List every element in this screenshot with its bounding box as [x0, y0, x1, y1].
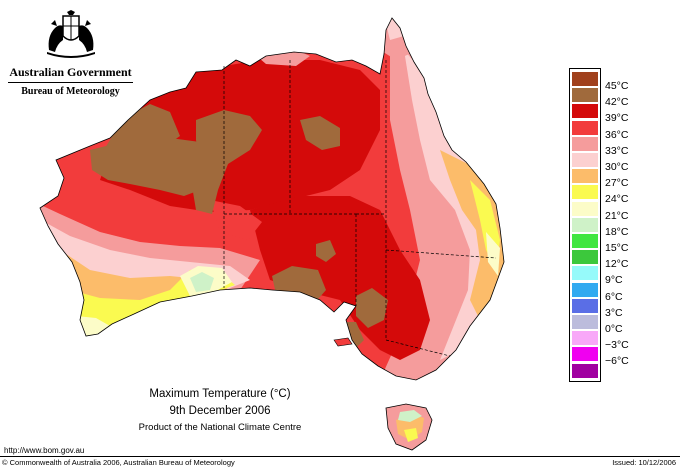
zone-42-sa-east [356, 288, 388, 328]
logo-divider [8, 82, 133, 83]
legend-label: 33°C [605, 144, 629, 157]
zone-42-pilbara [90, 138, 210, 196]
state-borders [223, 60, 497, 357]
legend-label: −3°C [605, 339, 629, 352]
legend-swatch [572, 153, 598, 167]
bom-url-link[interactable]: http://www.bom.gov.au [4, 446, 85, 455]
legend-label: 24°C [605, 193, 629, 206]
zone-42-gulf [300, 116, 340, 150]
zone-27-east [440, 150, 504, 320]
map-date: 9th December 2006 [169, 405, 271, 417]
legend-label: 9°C [605, 274, 623, 287]
zone-42-sa-west [272, 266, 326, 306]
legend-swatch [572, 347, 598, 362]
legend-swatch [572, 234, 598, 248]
footer-divider [0, 456, 680, 457]
temperature-legend [569, 68, 601, 382]
legend-label: 18°C [605, 225, 629, 238]
legend-label: 6°C [605, 290, 623, 303]
legend-swatch [572, 282, 598, 297]
legend-swatch [572, 331, 598, 346]
bom-logo: Australian Government Bureau of Meteorol… [8, 10, 133, 97]
legend-swatch [572, 120, 598, 135]
legend-swatch [572, 185, 598, 200]
tasmania [385, 403, 433, 451]
legend-swatch [572, 217, 598, 232]
legend-label: 39°C [605, 112, 629, 125]
map-title: Maximum Temperature (°C) [149, 388, 291, 400]
legend-label: 42°C [605, 96, 629, 109]
legend-label: 21°C [605, 209, 629, 222]
legend-label: 36°C [605, 128, 629, 141]
legend-label: 12°C [605, 258, 629, 271]
legend-label: −6°C [605, 355, 629, 368]
zone-39-central [250, 196, 430, 360]
legend-label: 30°C [605, 161, 629, 173]
kangaroo-island [333, 337, 353, 347]
legend-label: 15°C [605, 242, 629, 254]
legend-swatch [572, 363, 598, 378]
government-title: Australian Government [9, 65, 132, 79]
legend-swatch [572, 169, 598, 184]
legend-swatch [572, 250, 598, 265]
bureau-title: Bureau of Meteorology [21, 86, 120, 97]
mainland-outline [39, 17, 505, 381]
legend-label: 45°C [605, 80, 629, 92]
commonwealth-coat-of-arms-icon [46, 10, 95, 58]
zone-42-tanami [192, 110, 262, 214]
legend-label: 0°C [605, 323, 623, 335]
legend-swatch [572, 298, 598, 313]
legend-swatch [572, 88, 598, 103]
legend-swatch [572, 315, 598, 329]
legend-swatch [572, 72, 598, 86]
zone-21-east [486, 232, 500, 276]
product-credit: Product of the National Climate Centre [138, 422, 302, 433]
legend-swatch [572, 136, 598, 151]
copyright-text: © Commonwealth of Australia 2006, Austra… [2, 458, 235, 467]
zone-18-nullarbor [190, 272, 214, 292]
legend-swatch [572, 266, 598, 281]
legend-label: 27°C [605, 177, 629, 190]
legend-swatch [572, 104, 598, 119]
issued-date: Issued: 10/12/2006 [612, 458, 676, 467]
legend-swatch [572, 201, 598, 216]
zone-36-gap [210, 200, 262, 240]
zone-42-centre [316, 240, 336, 262]
legend-label: 3°C [605, 306, 623, 319]
